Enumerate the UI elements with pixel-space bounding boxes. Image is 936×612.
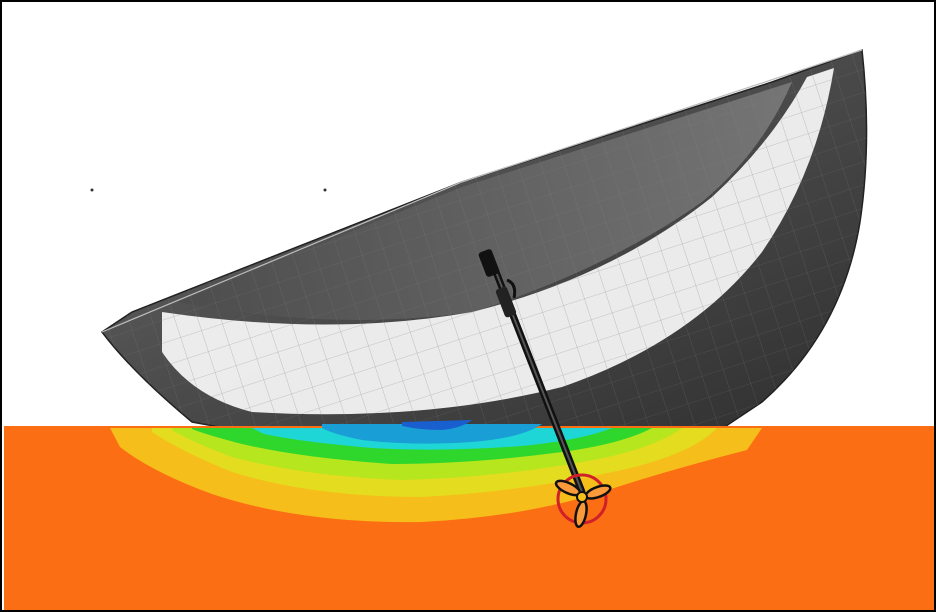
propeller-shaft-icon [478, 249, 586, 496]
marker-dot [90, 188, 94, 192]
boat-hull-icon [100, 48, 868, 443]
marker-dot [323, 188, 327, 192]
pressure-contour-map [110, 420, 762, 523]
propeller-icon [554, 473, 612, 529]
